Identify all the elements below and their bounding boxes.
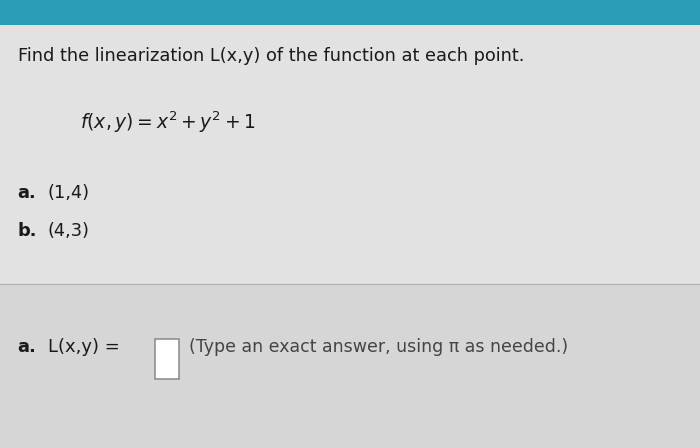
FancyBboxPatch shape (155, 339, 179, 379)
FancyBboxPatch shape (0, 0, 700, 25)
Text: (1,4): (1,4) (48, 184, 90, 202)
Text: Find the linearization L(x,y) of the function at each point.: Find the linearization L(x,y) of the fun… (18, 47, 524, 65)
Text: $f(x,y) = x^2 + y^2 + 1$: $f(x,y) = x^2 + y^2 + 1$ (80, 110, 256, 135)
Text: b.: b. (18, 222, 37, 240)
Text: L(x,y) =: L(x,y) = (48, 338, 119, 356)
Text: a.: a. (18, 338, 36, 356)
FancyBboxPatch shape (0, 284, 700, 448)
Text: (4,3): (4,3) (48, 222, 90, 240)
Text: (Type an exact answer, using π as needed.): (Type an exact answer, using π as needed… (189, 338, 568, 356)
Text: a.: a. (18, 184, 36, 202)
